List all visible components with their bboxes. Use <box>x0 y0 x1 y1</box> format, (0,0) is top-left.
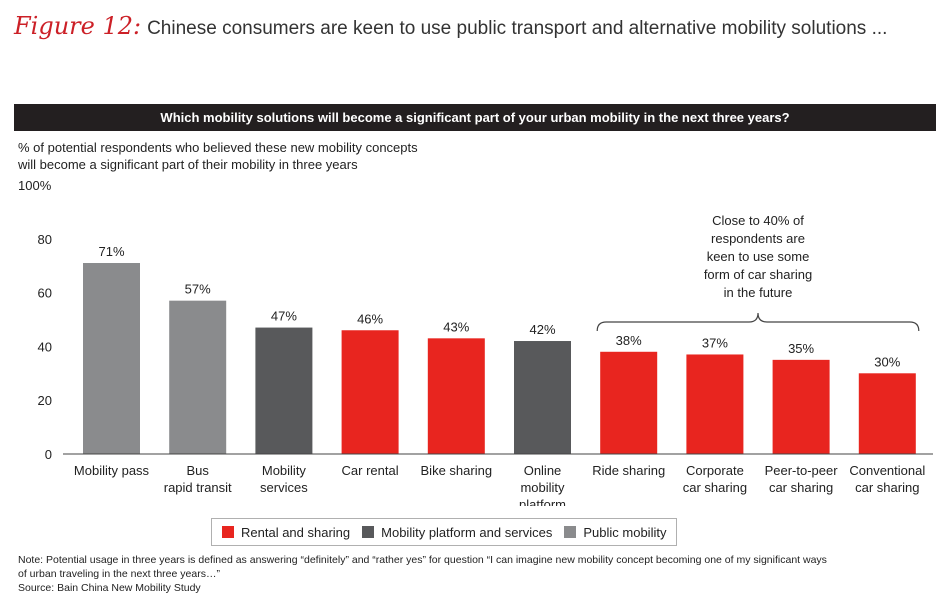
bar <box>600 351 658 454</box>
note-line-2: of urban traveling in the next three yea… <box>18 568 220 580</box>
legend-item-platform: Mobility platform and services <box>362 525 552 540</box>
legend-item-rental: Rental and sharing <box>222 525 350 540</box>
figure-title-text: Chinese consumers are keen to use public… <box>147 18 888 39</box>
bar <box>514 341 571 454</box>
figure-title: Figure 12: Chinese consumers are keen to … <box>14 12 887 40</box>
bar <box>255 327 313 454</box>
question-text: Which mobility solutions will become a s… <box>160 110 790 125</box>
bar <box>83 263 140 454</box>
data-label: 46% <box>357 311 383 326</box>
category-label: Conventional <box>849 463 925 478</box>
category-label: services <box>260 480 308 495</box>
category-label: Online <box>524 463 562 478</box>
bar <box>169 300 227 454</box>
category-label: Bike sharing <box>421 463 493 478</box>
y-tick-label: 0 <box>45 447 52 462</box>
data-label: 37% <box>702 335 728 350</box>
bar <box>858 373 916 454</box>
footnote: Note: Potential usage in three years is … <box>18 553 938 595</box>
annotation-bracket <box>596 312 920 332</box>
legend-item-public: Public mobility <box>564 525 666 540</box>
legend-swatch-platform <box>362 526 375 538</box>
y-tick-label: 20 <box>38 393 52 408</box>
data-label: 30% <box>874 354 900 369</box>
legend-label-platform: Mobility platform and services <box>381 524 553 540</box>
annotation-text: Close to 40% of <box>712 213 804 228</box>
annotation-text: keen to use some <box>707 249 810 264</box>
bar-chart: 0 20 40 60 80 100% 71% Mobility pass 57% Bus rapid… <box>18 178 933 506</box>
source-line: Source: Bain China New Mobility Study <box>18 582 201 594</box>
note-line-1: Note: Potential usage in three years is … <box>18 554 827 566</box>
figure-label: Figure 12: <box>14 12 142 40</box>
category-label: Peer-to-peer <box>765 463 839 478</box>
legend-label-public: Public mobility <box>583 524 667 540</box>
data-label: 42% <box>529 322 555 337</box>
subtitle-line-1: % of potential respondents who believed … <box>18 140 418 155</box>
category-label: Bus <box>186 463 209 478</box>
bar <box>341 330 399 454</box>
data-label: 71% <box>98 244 124 259</box>
category-label: car sharing <box>769 480 833 495</box>
category-label: rapid transit <box>164 480 232 495</box>
data-label: 35% <box>788 341 814 356</box>
y-tick-label: 40 <box>38 339 52 354</box>
category-label: mobility <box>520 480 565 495</box>
category-label: Mobility <box>262 463 307 478</box>
data-label: 43% <box>443 319 469 334</box>
bar <box>686 354 744 454</box>
category-label: car sharing <box>683 480 747 495</box>
bar <box>772 359 830 454</box>
y-tick-label: 80 <box>38 232 52 247</box>
legend-swatch-public <box>564 526 577 538</box>
legend: Rental and sharing Mobility platform and… <box>211 518 678 546</box>
category-label: car sharing <box>855 480 919 495</box>
data-label: 47% <box>271 309 297 324</box>
data-label: 38% <box>616 333 642 348</box>
subtitle-line-2: will become a significant part of their … <box>18 157 358 172</box>
legend-swatch-rental <box>222 526 234 538</box>
legend-label-rental: Rental and sharing <box>241 524 351 540</box>
category-label: platform <box>519 497 566 506</box>
category-label: Car rental <box>342 463 399 478</box>
y-tick-label: 100% <box>18 178 52 193</box>
category-label: Mobility pass <box>74 463 150 478</box>
y-tick-label: 60 <box>38 286 52 301</box>
data-label: 57% <box>185 282 211 297</box>
bar <box>427 338 485 454</box>
annotation-text: form of car sharing <box>704 267 812 282</box>
annotation-text: respondents are <box>711 231 805 246</box>
chart-subtitle: % of potential respondents who believed … <box>18 139 418 173</box>
category-label: Corporate <box>686 463 744 478</box>
question-banner: Which mobility solutions will become a s… <box>14 104 936 131</box>
category-label: Ride sharing <box>592 463 665 478</box>
annotation-text: in the future <box>724 285 793 300</box>
